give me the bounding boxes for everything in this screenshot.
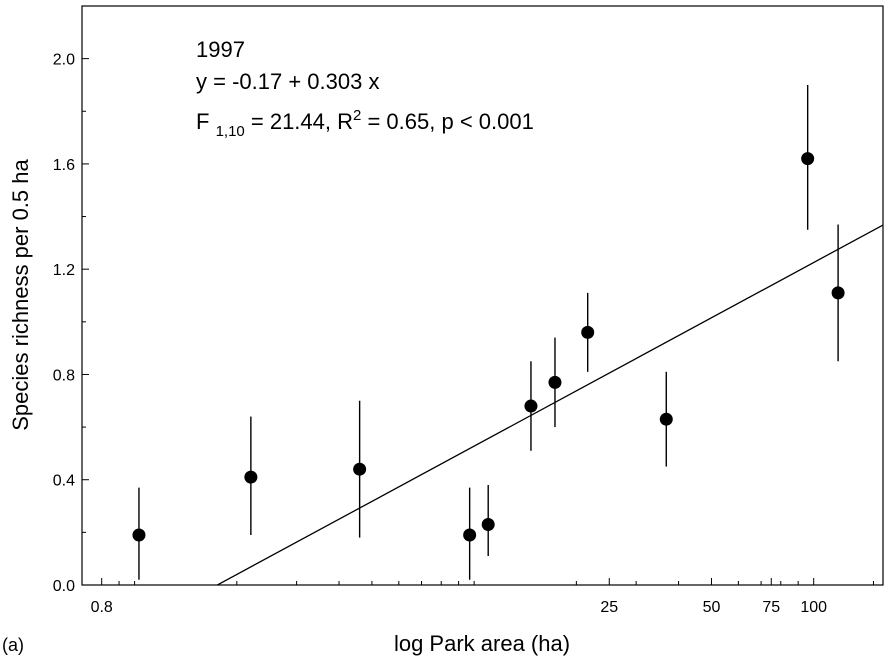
- data-point: [548, 375, 562, 389]
- x-tick-label: 75: [762, 599, 780, 616]
- y-tick-label: 0.8: [53, 367, 75, 384]
- stats-annotation: 1997 y = -0.17 + 0.303 x F 1,10 = 21.44,…: [196, 37, 534, 140]
- f-statistic-line: F 1,10 = 21.44, R2 = 0.65, p < 0.001: [196, 107, 534, 140]
- x-tick-label: 0.8: [91, 599, 113, 616]
- x-tick-label: 50: [703, 599, 721, 616]
- data-point: [831, 286, 845, 300]
- y-tick-label: 2.0: [53, 52, 75, 69]
- r-value-and-p: = 0.65, p < 0.001: [361, 109, 533, 134]
- regression-line: [215, 224, 884, 585]
- x-tick-label: 25: [600, 599, 618, 616]
- x-axis-title: log Park area (ha): [394, 631, 570, 656]
- data-point: [353, 462, 367, 476]
- plot-frame: [81, 5, 884, 586]
- f-prefix: F: [196, 109, 216, 134]
- data-point: [524, 399, 538, 413]
- regression-equation: y = -0.17 + 0.303 x: [196, 69, 379, 94]
- y-tick-label: 0.4: [53, 473, 75, 490]
- r-squared-superscript: 2: [353, 107, 361, 124]
- data-point: [581, 325, 595, 339]
- data-point: [132, 528, 146, 542]
- y-axis-title: Species richness per 0.5 ha: [8, 158, 33, 430]
- panel-label: (a): [2, 635, 24, 655]
- f-value-and-r: = 21.44, R: [245, 109, 353, 134]
- x-tick-label: 100: [800, 599, 827, 616]
- f-degrees-subscript: 1,10: [216, 123, 245, 140]
- y-tick-label: 1.6: [53, 157, 75, 174]
- data-point: [481, 517, 495, 531]
- y-tick-label: 0.0: [53, 578, 75, 595]
- annotation-year: 1997: [196, 37, 245, 62]
- data-point: [801, 152, 815, 166]
- data-point: [659, 412, 673, 426]
- data-point: [244, 470, 258, 484]
- data-point: [463, 528, 477, 542]
- y-tick-label: 1.2: [53, 262, 75, 279]
